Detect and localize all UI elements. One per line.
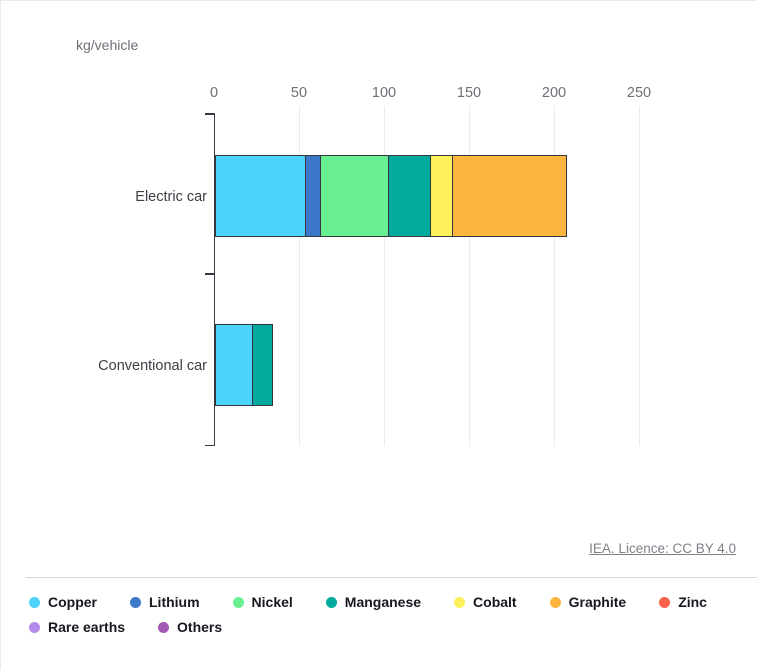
category-label-conventional-car: Conventional car <box>98 358 207 374</box>
legend: Copper Lithium Nickel Manganese Cobalt Graphi… <box>29 594 749 635</box>
legend-dot-icon <box>158 621 170 633</box>
legend-item-label: Others <box>177 619 223 635</box>
chart-plot-area: Electric car Conventional car 0 50 100 150 2… <box>1 1 757 521</box>
legend-dot-icon <box>232 596 244 608</box>
legend-dot-icon <box>130 596 141 608</box>
legend-item-manganese[interactable]: Manganese <box>325 594 422 610</box>
legend-item-label: Nickel <box>251 594 293 610</box>
legend-item-cobalt[interactable]: Cobalt <box>454 594 517 610</box>
legend-dot-icon <box>325 596 337 608</box>
segment-manganese[interactable] <box>253 325 272 405</box>
axis-unit-label: kg/vehicle <box>76 37 139 53</box>
legend-dot-icon <box>454 596 466 608</box>
x-axis-tick-label: 150 <box>456 85 482 101</box>
legend-item-label: Copper <box>48 594 97 610</box>
x-axis-tick-label: 250 <box>626 85 652 101</box>
legend-item-nickel[interactable]: Nickel <box>232 594 293 610</box>
legend-item-zinc[interactable]: Zinc <box>659 594 707 610</box>
segment-copper[interactable] <box>216 156 307 236</box>
bar-electric-car[interactable] <box>215 155 567 237</box>
segment-cobalt[interactable] <box>430 156 454 236</box>
gridline <box>469 106 470 446</box>
legend-item-rare-earths[interactable]: Rare earths <box>29 619 125 635</box>
bar-conventional-car[interactable] <box>215 324 273 406</box>
legend-dot-icon <box>29 596 40 608</box>
legend-item-others[interactable]: Others <box>158 619 222 635</box>
y-axis-line <box>213 113 215 445</box>
legend-item-graphite[interactable]: Graphite <box>549 594 627 610</box>
segment-copper[interactable] <box>216 325 254 405</box>
legend-dot-icon <box>549 596 561 608</box>
legend-item-label: Zinc <box>678 594 707 610</box>
segment-nickel[interactable] <box>321 156 390 236</box>
gridline <box>299 106 300 446</box>
segment-manganese[interactable] <box>389 156 431 236</box>
segment-lithium[interactable] <box>306 156 322 236</box>
legend-item-label: Rare earths <box>48 619 126 635</box>
legend-item-label: Lithium <box>149 594 200 610</box>
legend-dot-icon <box>29 621 40 633</box>
legend-item-label: Manganese <box>344 594 422 610</box>
y-axis-tick <box>205 113 215 115</box>
legend-dot-icon <box>659 596 671 608</box>
legend-item-copper[interactable]: Copper <box>29 594 97 610</box>
gridline <box>384 106 385 446</box>
legend-item-label: Graphite <box>568 594 627 610</box>
legend-divider <box>26 577 757 578</box>
y-axis-tick <box>205 444 215 446</box>
gridline <box>639 106 640 446</box>
x-axis-tick-label: 50 <box>290 85 308 101</box>
x-axis-tick-label: 0 <box>209 85 219 101</box>
attribution-link[interactable]: IEA. Licence: CC BY 4.0 <box>589 541 736 556</box>
x-axis-tick-label: 100 <box>371 85 397 101</box>
y-axis-tick <box>205 273 215 275</box>
gridline <box>554 106 555 446</box>
legend-item-label: Cobalt <box>473 594 517 610</box>
segment-graphite[interactable] <box>453 156 566 236</box>
legend-item-lithium[interactable]: Lithium <box>130 594 200 610</box>
x-axis-tick-label: 200 <box>541 85 567 101</box>
category-label-electric-car: Electric car <box>135 189 207 205</box>
